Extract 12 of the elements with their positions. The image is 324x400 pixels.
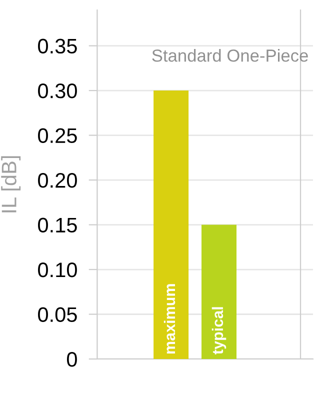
y-tick-label: 0.15 xyxy=(38,218,77,233)
text: Standard One-Piece xyxy=(152,49,308,62)
y-tick-label: 0 xyxy=(66,352,77,367)
y-axis-title: IL [dB] xyxy=(1,156,21,212)
y-tick-label: 0.10 xyxy=(38,262,77,278)
x-tick-label: typical xyxy=(212,307,226,354)
y-tick-label: 0.05 xyxy=(38,307,77,322)
y-tick-label: 0.35 xyxy=(38,38,77,54)
y-tick-label: 0.25 xyxy=(38,128,77,144)
x-tick-label: maximum xyxy=(164,284,176,354)
y-tick-label: 0.20 xyxy=(38,173,77,188)
y-tick-label: 0.30 xyxy=(38,84,77,98)
